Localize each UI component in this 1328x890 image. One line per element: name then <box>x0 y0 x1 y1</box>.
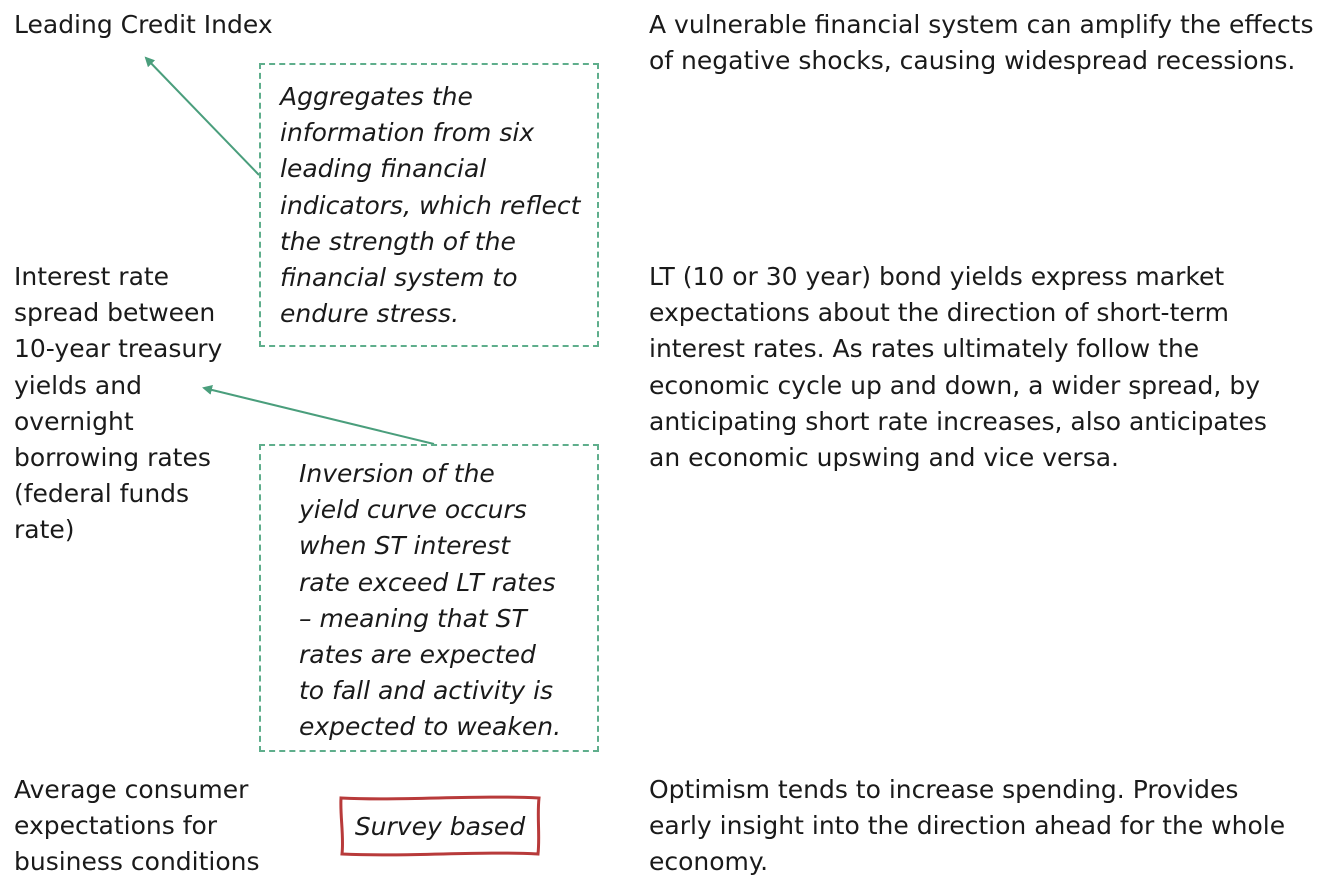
note-line: rate exceed LT rates <box>299 567 556 597</box>
text-line: economy. <box>649 847 769 877</box>
stamp-label: Survey based <box>354 811 526 841</box>
text-line: economic cycle up and down, a wider spre… <box>649 370 1260 400</box>
indicator-leading-credit-index: Leading Credit Index <box>14 10 273 39</box>
note-line: leading financial <box>280 154 487 184</box>
text-line: anticipating short rate increases, also … <box>649 406 1267 436</box>
text-line: overnight <box>14 406 134 436</box>
description-consumer-expectations: Optimism tends to increase spending. Pro… <box>649 772 1285 881</box>
note-line: when ST interest <box>299 531 511 561</box>
note-leading-credit-index: Aggregates the information from six lead… <box>259 63 599 347</box>
survey-based-stamp: Survey based <box>338 794 542 858</box>
text-line: expectations about the direction of shor… <box>649 298 1229 328</box>
indicator-interest-rate-spread: Interest rate spread between 10-year tre… <box>14 259 222 549</box>
text-line: borrowing rates <box>14 443 211 473</box>
text-line: early insight into the direction ahead f… <box>649 811 1286 841</box>
note-line: the strength of the <box>280 226 516 256</box>
note-line: financial system to <box>280 263 518 293</box>
text-line: LT (10 or 30 year) bond yields express m… <box>649 262 1225 291</box>
note-line: expected to weaken. <box>299 712 562 742</box>
note-line: endure stress. <box>280 299 460 329</box>
note-line: – meaning that ST <box>299 603 527 633</box>
note-yield-curve-inversion: Inversion of the yield curve occurs when… <box>259 444 599 752</box>
text-line: expectations for <box>14 811 218 841</box>
text-line: interest rates. As rates ultimately foll… <box>649 334 1200 364</box>
text-line: an economic upswing and vice versa. <box>649 443 1119 473</box>
text-line: spread between <box>14 298 216 328</box>
indicator-consumer-expectations: Average consumer expectations for busine… <box>14 772 260 881</box>
text-line: (federal funds <box>14 479 190 509</box>
note-line: Aggregates the <box>280 82 473 111</box>
description-leading-credit-index: A vulnerable financial system can amplif… <box>649 7 1314 79</box>
text-line: yields and <box>14 370 142 400</box>
note-line: information from six <box>280 118 535 148</box>
text-line: Interest rate <box>14 262 170 291</box>
note-line: to fall and activity is <box>299 676 554 706</box>
text-line: 10-year treasury <box>14 334 223 364</box>
text-line: Average consumer <box>14 775 249 804</box>
note-line: Inversion of the <box>299 459 495 488</box>
note-line: indicators, which reflect <box>280 190 581 220</box>
text-line: business conditions <box>14 847 260 877</box>
text-line: of negative shocks, causing widespread r… <box>649 46 1296 76</box>
note-line: rates are expected <box>299 640 536 670</box>
text-line: A vulnerable financial system can amplif… <box>649 10 1314 39</box>
arrow-to-leading-credit-index <box>144 56 260 176</box>
description-interest-rate-spread: LT (10 or 30 year) bond yields express m… <box>649 259 1267 476</box>
stamp-border <box>339 795 541 857</box>
text-line: rate) <box>14 515 75 545</box>
arrow-to-interest-rate-spread <box>202 385 435 445</box>
note-line: yield curve occurs <box>299 495 527 525</box>
text-line: Optimism tends to increase spending. Pro… <box>649 775 1239 804</box>
